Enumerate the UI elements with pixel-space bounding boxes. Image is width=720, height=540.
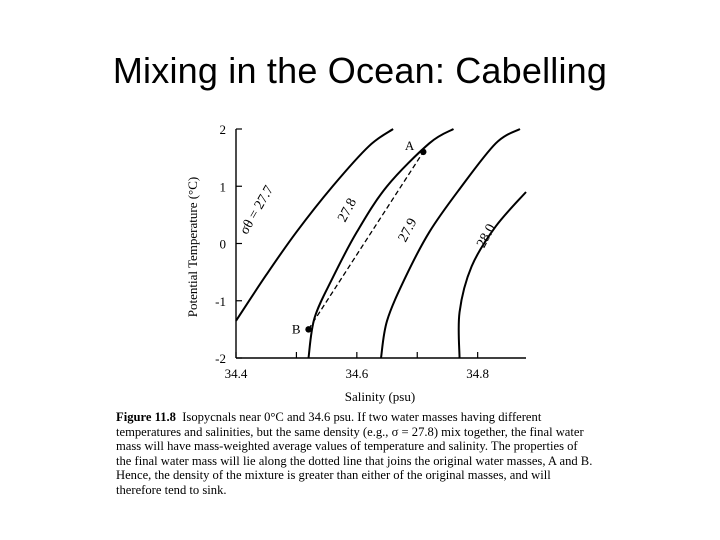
ts-diagram-svg: Potential Temperature (°C) Salinity (psu… — [185, 122, 527, 404]
x-tick-label: 34.8 — [466, 366, 489, 381]
y-tick-label: 2 — [220, 122, 227, 137]
x-tick-label: 34.4 — [225, 366, 248, 381]
y-tick-label: 1 — [220, 179, 227, 194]
isopycnal-1 — [235, 128, 394, 322]
y-tick-label: -2 — [215, 351, 226, 366]
point-a — [420, 148, 427, 156]
x-tick-label: 34.6 — [345, 366, 368, 381]
mixing-line — [307, 151, 424, 330]
isopycnal-label-3: 27.9 — [396, 216, 421, 245]
caption-line-3: mass will have mass-weighted average val… — [116, 439, 578, 454]
caption-line-1: Figure 11.8 Isopycnals near 0°C and 34.6… — [116, 410, 656, 425]
point-b — [305, 326, 312, 333]
isopycnal-3 — [380, 128, 521, 359]
point-a-label: A — [405, 138, 415, 153]
x-axis-label: Salinity (psu) — [345, 389, 415, 404]
y-tick-label: -1 — [215, 294, 226, 309]
y-tick-label: 0 — [220, 237, 227, 252]
caption-figure-label: Figure 11.8 — [116, 410, 176, 424]
point-b-label: B — [292, 321, 301, 336]
ts-diagram: Potential Temperature (°C) Salinity (psu… — [180, 115, 540, 415]
figure-caption: Figure 11.8 Isopycnals near 0°C and 34.6… — [116, 410, 656, 498]
slide-title: Mixing in the Ocean: Cabelling — [112, 50, 608, 91]
caption-line-6: therefore tend to sink. — [116, 482, 227, 497]
y-axis-label: Potential Temperature (°C) — [185, 177, 200, 318]
caption-line-1-text: Isopycnals near 0°C and 34.6 psu. If two… — [182, 410, 542, 424]
caption-line-5: Hence, the density of the mixture is gre… — [116, 468, 551, 483]
isopycnal-4 — [457, 191, 527, 359]
isopycnal-label-1: σθ = 27.7 — [237, 183, 277, 237]
caption-line-4: the final water mass will lie along the … — [116, 453, 593, 468]
caption-line-2: temperatures and salinities, but the sam… — [116, 424, 584, 439]
isopycnal-2 — [307, 128, 455, 359]
isopycnal-label-2: 27.8 — [335, 196, 360, 225]
